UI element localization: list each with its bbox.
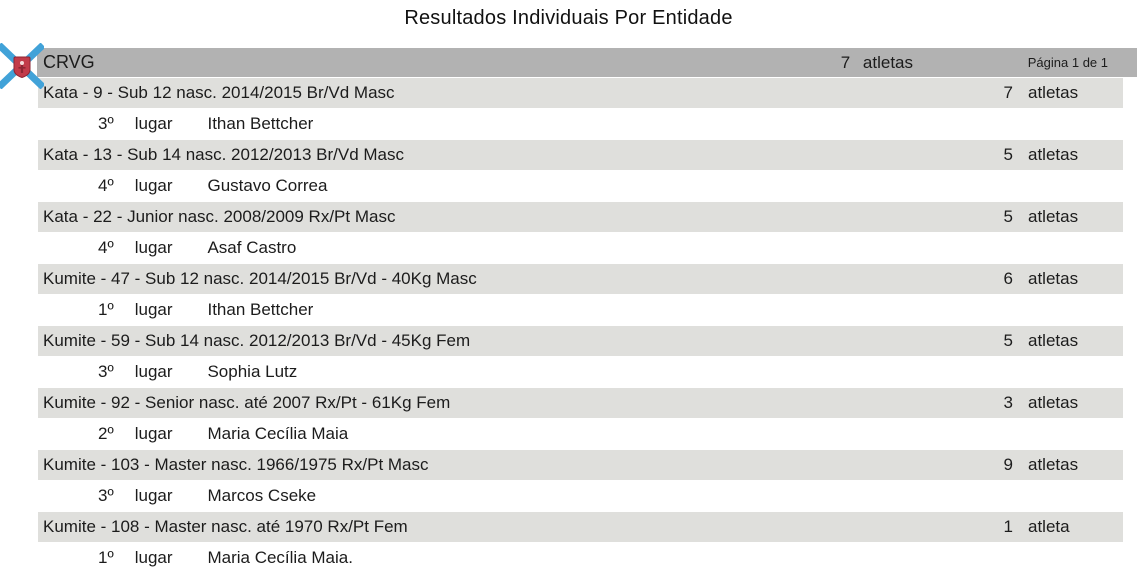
category-athlete-unit: atletas: [1028, 207, 1079, 226]
placement-word: lugar: [134, 486, 173, 505]
category-athlete-count: 5: [1003, 145, 1013, 164]
placement-position: 1º: [98, 548, 114, 567]
category-label: Kumite - 47 - Sub 12 nasc. 2014/2015 Br/…: [43, 269, 477, 288]
placement-word: lugar: [134, 176, 173, 195]
placement-position: 3º: [98, 114, 114, 133]
athlete-name: Asaf Castro: [207, 238, 297, 257]
category-athlete-count: 3: [1003, 393, 1013, 412]
athlete-name: Sophia Lutz: [207, 362, 298, 381]
category-row: Kumite - 47 - Sub 12 nasc. 2014/2015 Br/…: [38, 264, 1123, 294]
category-row: Kumite - 59 - Sub 14 nasc. 2012/2013 Br/…: [38, 326, 1123, 356]
category-athlete-count: 9: [1003, 455, 1013, 474]
entity-athlete-unit: atletas: [862, 53, 913, 72]
category-label: Kumite - 103 - Master nasc. 1966/1975 Rx…: [43, 455, 429, 474]
placement-word: lugar: [134, 300, 173, 319]
athlete-name: Ithan Bettcher: [207, 300, 314, 319]
category-athlete-unit: atletas: [1028, 145, 1079, 164]
category-athlete-unit: atleta: [1028, 517, 1070, 536]
placement-position: 3º: [98, 486, 114, 505]
placement-row: 4º lugar Asaf Castro: [38, 232, 1137, 264]
athlete-name: Marcos Cseke: [207, 486, 317, 505]
athlete-name: Maria Cecília Maia.: [207, 548, 353, 567]
category-block: Kumite - 92 - Senior nasc. até 2007 Rx/P…: [0, 388, 1137, 450]
athlete-name: Maria Cecília Maia: [207, 424, 349, 443]
category-athlete-unit: atletas: [1028, 331, 1079, 350]
category-athlete-unit: atletas: [1028, 83, 1079, 102]
category-row: Kumite - 92 - Senior nasc. até 2007 Rx/P…: [38, 388, 1123, 418]
category-athlete-count: 1: [1003, 517, 1013, 536]
category-athlete-count: 7: [1003, 83, 1013, 102]
placement-position: 2º: [98, 424, 114, 443]
placement-row: 3º lugar Marcos Cseke: [38, 480, 1137, 512]
category-athlete-unit: atletas: [1028, 269, 1079, 288]
entity-header-row: CRVG 7 atletas Página 1 de 1: [37, 48, 1137, 77]
category-row: Kata - 22 - Junior nasc. 2008/2009 Rx/Pt…: [38, 202, 1123, 232]
entity-athlete-total: 7 atletas: [841, 48, 913, 77]
category-label: Kata - 9 - Sub 12 nasc. 2014/2015 Br/Vd …: [43, 83, 395, 102]
category-block: Kumite - 47 - Sub 12 nasc. 2014/2015 Br/…: [0, 264, 1137, 326]
category-athlete-count: 5: [1003, 207, 1013, 226]
category-row: Kata - 13 - Sub 14 nasc. 2012/2013 Br/Vd…: [38, 140, 1123, 170]
category-block: Kumite - 103 - Master nasc. 1966/1975 Rx…: [0, 450, 1137, 512]
entity-name: CRVG: [43, 52, 95, 72]
placement-position: 3º: [98, 362, 114, 381]
category-block: Kumite - 59 - Sub 14 nasc. 2012/2013 Br/…: [0, 326, 1137, 388]
placement-word: lugar: [134, 424, 173, 443]
page-indicator: Página 1 de 1: [1027, 55, 1108, 70]
category-athlete-count: 6: [1003, 269, 1013, 288]
placement-row: 3º lugar Ithan Bettcher: [38, 108, 1137, 140]
placement-word: lugar: [134, 238, 173, 257]
category-label: Kumite - 59 - Sub 14 nasc. 2012/2013 Br/…: [43, 331, 471, 350]
category-athlete-count: 5: [1003, 331, 1013, 350]
placement-row: 2º lugar Maria Cecília Maia: [38, 418, 1137, 450]
placement-word: lugar: [134, 114, 173, 133]
club-crest-saltire-icon: [0, 42, 46, 90]
category-block: Kata - 22 - Junior nasc. 2008/2009 Rx/Pt…: [0, 202, 1137, 264]
placement-position: 4º: [98, 176, 114, 195]
placement-word: lugar: [134, 362, 173, 381]
placement-position: 1º: [98, 300, 114, 319]
category-athlete-unit: atletas: [1028, 393, 1079, 412]
entity-athlete-count: 7: [840, 53, 851, 72]
placement-row: 4º lugar Gustavo Correa: [38, 170, 1137, 202]
placement-row: 1º lugar Maria Cecília Maia.: [38, 542, 1137, 574]
category-label: Kumite - 92 - Senior nasc. até 2007 Rx/P…: [43, 393, 451, 412]
athlete-name: Gustavo Correa: [207, 176, 328, 195]
category-block: Kata - 9 - Sub 12 nasc. 2014/2015 Br/Vd …: [0, 78, 1137, 140]
placement-word: lugar: [134, 548, 173, 567]
athlete-name: Ithan Bettcher: [207, 114, 314, 133]
category-block: Kata - 13 - Sub 14 nasc. 2012/2013 Br/Vd…: [0, 140, 1137, 202]
category-row: Kata - 9 - Sub 12 nasc. 2014/2015 Br/Vd …: [38, 78, 1123, 108]
category-athlete-unit: atletas: [1028, 455, 1079, 474]
category-block: Kumite - 108 - Master nasc. até 1970 Rx/…: [0, 512, 1137, 574]
category-label: Kata - 13 - Sub 14 nasc. 2012/2013 Br/Vd…: [43, 145, 404, 164]
category-row: Kumite - 108 - Master nasc. até 1970 Rx/…: [38, 512, 1123, 542]
category-label: Kata - 22 - Junior nasc. 2008/2009 Rx/Pt…: [43, 207, 396, 226]
results-list: Kata - 9 - Sub 12 nasc. 2014/2015 Br/Vd …: [0, 78, 1137, 574]
placement-row: 3º lugar Sophia Lutz: [38, 356, 1137, 388]
placement-position: 4º: [98, 238, 114, 257]
placement-row: 1º lugar Ithan Bettcher: [38, 294, 1137, 326]
category-label: Kumite - 108 - Master nasc. até 1970 Rx/…: [43, 517, 408, 536]
category-row: Kumite - 103 - Master nasc. 1966/1975 Rx…: [38, 450, 1123, 480]
page-title: Resultados Individuais Por Entidade: [404, 7, 733, 29]
